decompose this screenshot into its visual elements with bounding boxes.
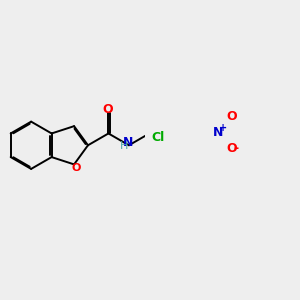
Text: N: N: [122, 136, 133, 149]
Text: O: O: [71, 163, 81, 173]
Text: O: O: [226, 142, 237, 155]
Text: -: -: [234, 142, 239, 155]
Text: H: H: [119, 142, 128, 152]
Text: Cl: Cl: [151, 131, 164, 144]
Text: O: O: [226, 110, 237, 123]
Text: N: N: [213, 126, 223, 139]
Text: +: +: [219, 123, 227, 133]
Text: O: O: [103, 103, 113, 116]
